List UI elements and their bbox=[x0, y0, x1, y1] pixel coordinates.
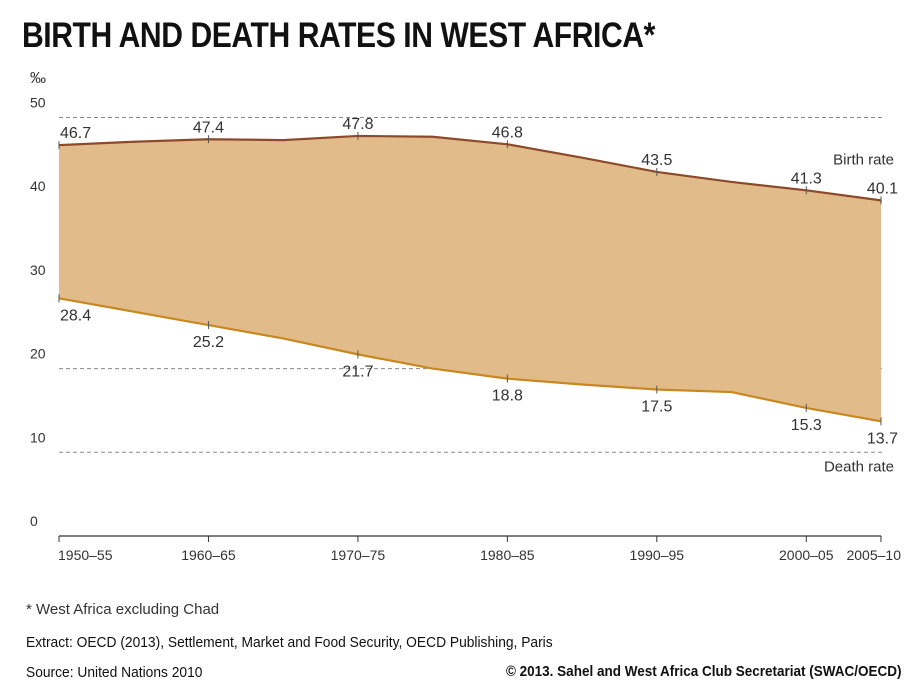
axis-layer: 0 10 20 30 40 50 1950–55 1960–65 1970–75 1980–85 1… bbox=[30, 95, 901, 564]
x-tick-label: 1960–65 bbox=[181, 547, 236, 563]
extract-citation: Extract: OECD (2013), Settlement, Market… bbox=[26, 634, 553, 651]
source-citation: Source: United Nations 2010 bbox=[26, 664, 203, 681]
birth-rate-value-label: 41.3 bbox=[791, 170, 822, 187]
x-tick-label: 2005–10 bbox=[846, 547, 901, 563]
y-tick-label: 50 bbox=[30, 95, 46, 111]
birth-rate-value-label: 47.4 bbox=[193, 119, 224, 136]
death-rate-value-label: 15.3 bbox=[791, 417, 822, 434]
x-tick-label: 2000–05 bbox=[779, 547, 834, 563]
area-layer bbox=[58, 134, 882, 423]
footnote: * West Africa excluding Chad bbox=[26, 601, 220, 618]
x-tick-label: 1980–85 bbox=[480, 547, 535, 563]
copyright-notice: © 2013. Sahel and West Africa Club Secre… bbox=[506, 663, 902, 680]
y-tick-label: 30 bbox=[30, 262, 46, 278]
x-tick-label: 1990–95 bbox=[630, 547, 685, 563]
birth-rate-value-label: 47.8 bbox=[342, 116, 373, 133]
x-tick-label: 1970–75 bbox=[331, 547, 386, 563]
death-rate-value-label: 18.8 bbox=[492, 388, 523, 405]
birth-rate-value-label: 40.1 bbox=[867, 180, 898, 197]
birth-rate-value-label: 46.7 bbox=[60, 125, 91, 142]
death-rate-value-label: 17.5 bbox=[641, 399, 672, 416]
death-rate-value-label: 28.4 bbox=[60, 307, 91, 324]
y-tick-label: 40 bbox=[30, 178, 46, 194]
y-tick-label: 20 bbox=[30, 346, 46, 362]
birth-rate-series-label: Birth rate bbox=[833, 151, 894, 168]
y-tick-label: 0 bbox=[30, 513, 38, 529]
chart-area: 0 10 20 30 40 50 1950–55 1960–65 1970–75 1980–85 1… bbox=[30, 95, 901, 564]
y-tick-label: 10 bbox=[30, 429, 46, 445]
death-rate-line bbox=[58, 297, 882, 423]
death-rate-value-label: 25.2 bbox=[193, 334, 224, 351]
death-rate-value-label: 13.7 bbox=[867, 430, 898, 447]
death-rate-series-label: Death rate bbox=[824, 458, 894, 475]
death-rate-value-label: 21.7 bbox=[342, 363, 373, 380]
label-layer: 46.7 47.4 47.8 46.8 43.5 41.3 40.1 28.4 25.2 21.7… bbox=[58, 116, 898, 475]
birth-rate-value-label: 43.5 bbox=[641, 152, 672, 169]
birth-rate-line bbox=[58, 134, 882, 202]
chart-title: BIRTH AND DEATH RATES IN WEST AFRICA* bbox=[22, 16, 655, 55]
x-tick-label: 1950–55 bbox=[58, 547, 113, 563]
y-axis-unit: ‰ bbox=[30, 70, 46, 87]
birth-rate-value-label: 46.8 bbox=[492, 124, 523, 141]
rate-gap-area bbox=[59, 135, 881, 422]
